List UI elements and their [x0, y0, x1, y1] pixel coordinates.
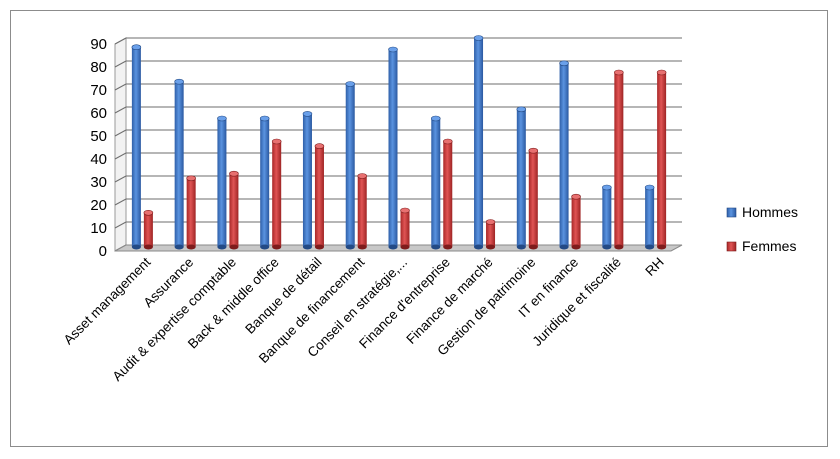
y-tick-label: 60 — [90, 105, 107, 122]
y-tick-label: 10 — [90, 220, 107, 237]
bar-femmes-2 — [229, 170, 239, 250]
bar-femmes-9 — [528, 147, 539, 250]
bar-hommes-0 — [131, 44, 142, 250]
bar-hommes-5 — [345, 81, 356, 250]
legend-swatch — [726, 241, 737, 252]
legend-item-femmes: Femmes — [726, 238, 796, 254]
y-axis-ticks: 0 10 20 30 40 50 60 70 80 90 — [90, 36, 107, 260]
bar-femmes-6 — [400, 207, 410, 250]
bar-hommes-1 — [174, 78, 184, 250]
legend-item-hommes: Hommes — [726, 204, 798, 220]
y-tick-label: 80 — [90, 59, 107, 76]
bar-femmes-8 — [485, 219, 496, 250]
legend-label: Femmes — [742, 238, 796, 254]
bar-femmes-5 — [357, 173, 368, 250]
bar-femmes-1 — [186, 175, 196, 250]
bar-hommes-4 — [302, 111, 313, 250]
bar-femmes-7 — [442, 138, 453, 250]
bar-femmes-12 — [656, 69, 667, 250]
bar-femmes-10 — [571, 193, 581, 250]
bar-hommes-9 — [516, 106, 527, 250]
y-tick-label: 50 — [90, 128, 107, 145]
bar-hommes-3 — [259, 115, 270, 250]
bar-femmes-0 — [143, 210, 154, 250]
bar-hommes-6 — [388, 46, 398, 250]
y-tick-label: 20 — [90, 197, 107, 214]
legend-swatch — [726, 207, 737, 218]
y-tick-label: 70 — [90, 82, 107, 99]
legend: Hommes Femmes — [726, 204, 798, 254]
y-tick-label: 90 — [90, 36, 107, 53]
y-tick-label: 40 — [90, 151, 107, 168]
x-category-label: RH — [642, 255, 666, 279]
bar-hommes-2 — [217, 115, 227, 250]
bar-femmes-3 — [271, 138, 282, 250]
chart-floor — [114, 244, 683, 252]
bar-hommes-7 — [430, 115, 441, 250]
bar-femmes-4 — [314, 143, 325, 250]
x-category-label: Banque de détail — [242, 255, 324, 337]
legend-label: Hommes — [742, 204, 798, 220]
bar-hommes-10 — [559, 60, 569, 250]
bar-hommes-11 — [602, 184, 612, 250]
x-category-label: Asset management — [61, 254, 154, 347]
gridlines — [114, 37, 682, 252]
y-tick-label: 0 — [99, 243, 107, 260]
bar-femmes-11 — [614, 69, 624, 250]
bars — [131, 35, 667, 250]
bar-hommes-8 — [473, 35, 484, 250]
y-tick-label: 30 — [90, 174, 107, 191]
bar-hommes-12 — [644, 184, 655, 250]
